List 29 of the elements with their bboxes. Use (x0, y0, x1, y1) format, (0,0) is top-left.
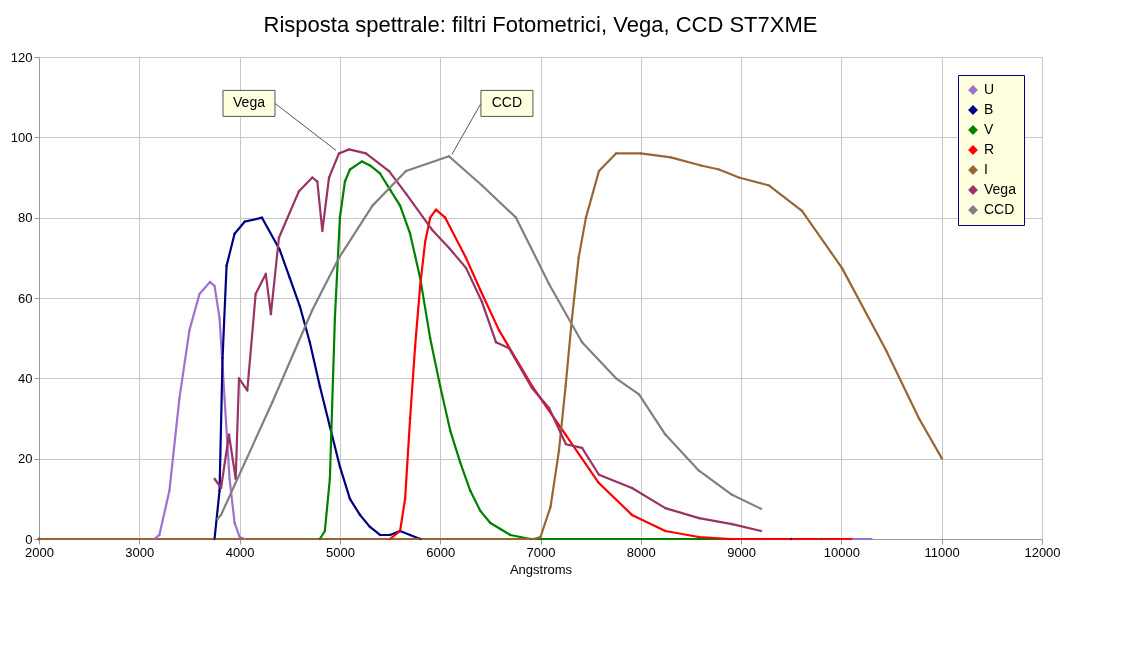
x-tick-label: 7000 (526, 544, 556, 560)
x-tick-label: 8000 (626, 544, 656, 560)
annotation: Vega (233, 94, 266, 111)
y-tick-label: 20 (18, 451, 33, 467)
x-tick-label: 6000 (426, 544, 456, 560)
y-tick-label: 40 (18, 370, 33, 386)
legend-label: R (984, 141, 995, 157)
legend-label: U (984, 81, 995, 97)
x-tick-label: 11000 (924, 544, 960, 560)
x-tick-label: 2000 (25, 544, 54, 560)
x-tick-label: 5000 (325, 544, 355, 560)
legend-label: V (984, 121, 994, 137)
legend-label: I (984, 161, 988, 177)
y-tick-label: 0 (25, 531, 33, 547)
legend-label: Vega (984, 181, 1017, 197)
y-tick-label: 80 (18, 210, 33, 226)
y-tick-label: 100 (10, 129, 33, 145)
legend-label: B (984, 101, 994, 117)
x-tick-label: 4000 (225, 544, 255, 560)
x-axis-title: Angstroms (509, 561, 573, 577)
y-tick-label: 120 (10, 49, 33, 65)
y-tick-label: 60 (18, 290, 33, 306)
x-tick-label: 9000 (727, 544, 757, 560)
annotation: CCD (491, 94, 523, 111)
x-tick-label: 10000 (823, 544, 860, 560)
x-tick-label: 12000 (1024, 544, 1061, 560)
x-tick-label: 3000 (125, 544, 155, 560)
legend-label: CCD (984, 201, 1015, 217)
chart-title: Risposta spettrale: filtri Fotometrici, Vega, CCD ST7XME (263, 12, 818, 37)
